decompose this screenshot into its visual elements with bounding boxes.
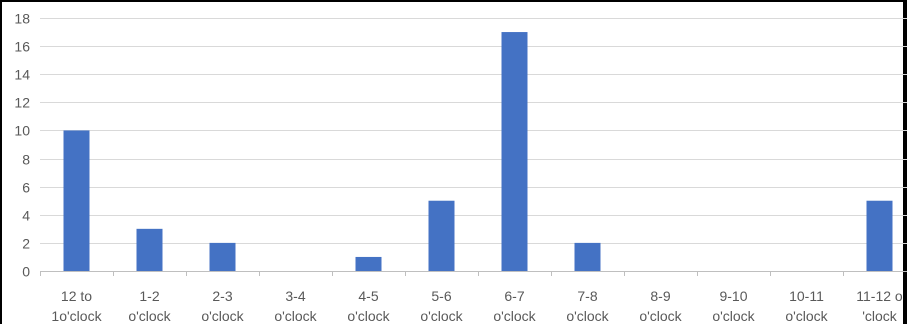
x-tick-label-line: o'clock <box>420 308 463 324</box>
x-tick-label-1-2: 1-2 o'clock <box>128 288 171 324</box>
x-tick-label-2-3: 2-3 o'clock <box>201 288 244 324</box>
bars <box>63 32 893 271</box>
bar-7-8 <box>574 242 601 271</box>
x-tick-label-9-10: 9-10 o'clock <box>712 288 755 324</box>
x-tick-label-line: o'clock <box>712 308 755 324</box>
gridlines <box>40 18 907 244</box>
x-tick-label-line: 2-3 <box>212 288 232 304</box>
x-tick-label-6-7: 6-7 o'clock <box>493 288 536 324</box>
y-tick-label-18: 18 <box>14 11 30 27</box>
y-tick-label-6: 6 <box>22 180 30 196</box>
x-tick-label-line: o'clock <box>493 308 536 324</box>
x-axis <box>40 271 907 276</box>
y-tick-label-16: 16 <box>14 39 30 55</box>
x-tick-label-line: 3-4 <box>285 288 305 304</box>
y-tick-label-2: 2 <box>22 236 30 252</box>
x-tick-label-line: 11-12 o <box>856 288 903 304</box>
x-tick-label-line: o'clock <box>128 308 171 324</box>
x-tick-label-12-to: 12 to 1o'clock <box>51 288 102 324</box>
x-tick-label-11-12-o: 11-12 o 'clock <box>856 288 903 324</box>
x-tick-label-8-9: 8-9 o'clock <box>639 288 682 324</box>
bar-5-6 <box>428 200 455 271</box>
x-tick-label-line: 10-11 <box>789 288 824 304</box>
x-tick-label-line: 12 to <box>61 288 92 304</box>
bar-12-to <box>63 130 90 271</box>
x-tick-label-7-8: 7-8 o'clock <box>566 288 609 324</box>
x-tick-label-10-11: 10-11 o'clock <box>785 288 828 324</box>
bar-1-2 <box>136 228 163 271</box>
x-tick-label-line: 9-10 <box>719 288 747 304</box>
x-tick-label-3-4: 3-4 o'clock <box>274 288 317 324</box>
x-tick-label-line: 1-2 <box>139 288 159 304</box>
x-tick-label-line: 7-8 <box>577 288 597 304</box>
x-tick-label-line: 5-6 <box>431 288 451 304</box>
x-tick-label-line: o'clock <box>785 308 828 324</box>
bar-6-7 <box>501 32 528 271</box>
y-tick-label-4: 4 <box>22 208 30 224</box>
bar-4-5 <box>355 256 382 271</box>
y-tick-label-10: 10 <box>14 123 30 139</box>
x-axis-tick-labels: 12 to 1o'clock 1-2 o'clock 2-3 o'clock 3-4 o'cl… <box>51 288 903 324</box>
x-tick-label-line: o'clock <box>274 308 317 324</box>
x-tick-label-line: o'clock <box>347 308 390 324</box>
y-tick-label-12: 12 <box>14 95 30 111</box>
x-tick-label-4-5: 4-5 o'clock <box>347 288 390 324</box>
x-tick-label-line: 6-7 <box>504 288 524 304</box>
x-tick-label-line: o'clock <box>639 308 682 324</box>
x-tick-label-5-6: 5-6 o'clock <box>420 288 463 324</box>
bar-11-12-o <box>866 200 893 271</box>
y-tick-label-0: 0 <box>22 264 30 280</box>
x-tick-label-line: o'clock <box>201 308 244 324</box>
x-tick-label-line: 'clock <box>862 308 898 324</box>
y-tick-label-8: 8 <box>22 152 30 168</box>
y-tick-label-14: 14 <box>14 67 30 83</box>
x-tick-label-line: 4-5 <box>358 288 378 304</box>
y-axis-tick-labels: 0 2 4 6 8 10 12 14 16 18 <box>14 11 30 280</box>
x-tick-label-line: 1o'clock <box>51 308 102 324</box>
bar-2-3 <box>209 242 236 271</box>
x-tick-label-line: 8-9 <box>650 288 670 304</box>
x-tick-label-line: o'clock <box>566 308 609 324</box>
